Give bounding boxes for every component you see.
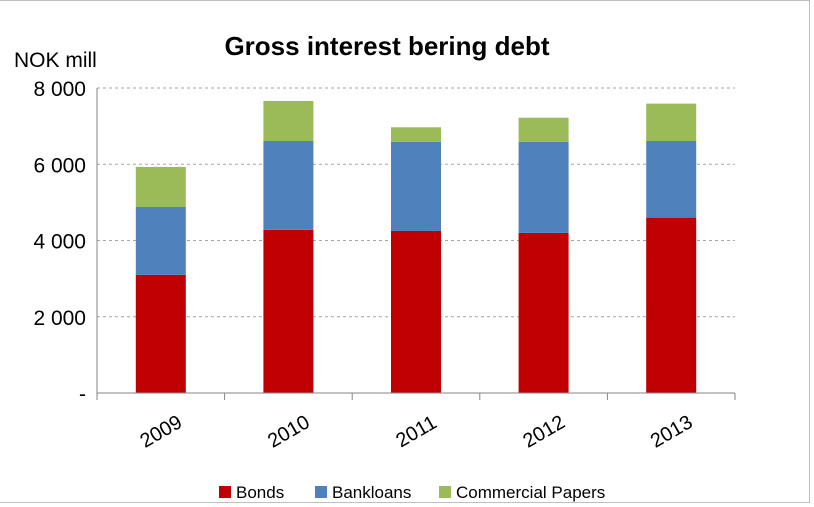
legend-swatch-bankloans bbox=[315, 486, 327, 498]
bar-segment-bankloans bbox=[646, 140, 697, 218]
y-tick-label: 2 000 bbox=[33, 307, 86, 330]
legend-swatch-commercial-papers bbox=[439, 486, 451, 498]
bar-segment-commercial-papers bbox=[646, 103, 697, 141]
bar-segment-bonds bbox=[263, 229, 314, 393]
x-tick-label: 2011 bbox=[392, 412, 440, 453]
bar-segment-bonds bbox=[518, 232, 569, 393]
x-tick-label: 2012 bbox=[519, 411, 569, 452]
legend-label-bonds: Bonds bbox=[236, 483, 284, 502]
bar-segment-bankloans bbox=[518, 141, 569, 233]
x-tick-labels: 2009 2010 2011 2012 2013 bbox=[137, 411, 697, 452]
bar-segment-commercial-papers bbox=[391, 127, 441, 142]
bar-segment-commercial-papers bbox=[135, 166, 186, 207]
x-tick-label: 2013 bbox=[647, 411, 697, 452]
chart-title: Gross interest bering debt bbox=[224, 31, 549, 61]
bar-segment-bankloans bbox=[391, 141, 441, 231]
x-tick-label: 2009 bbox=[137, 411, 187, 452]
bars bbox=[135, 100, 697, 393]
bar-segment-bonds bbox=[391, 230, 441, 393]
bar-segment-bonds bbox=[646, 217, 697, 393]
legend-label-commercial-papers: Commercial Papers bbox=[456, 483, 605, 502]
bar-segment-commercial-papers bbox=[263, 100, 314, 141]
legend-swatch-bonds bbox=[219, 486, 231, 498]
axes bbox=[96, 88, 736, 400]
bar-segment-bankloans bbox=[263, 140, 314, 230]
bar-segment-commercial-papers bbox=[518, 117, 569, 142]
y-tick-label: 6 000 bbox=[33, 154, 86, 177]
x-tick-label: 2010 bbox=[264, 411, 314, 452]
y-tick-label: 8 000 bbox=[33, 78, 86, 101]
y-tick-labels: - 2 000 4 000 6 000 8 000 bbox=[33, 78, 86, 406]
bar-segment-bonds bbox=[135, 274, 186, 393]
y-tick-label: - bbox=[79, 383, 86, 406]
y-axis-label: NOK mill bbox=[14, 49, 97, 72]
legend-label-bankloans: Bankloans bbox=[332, 483, 411, 502]
bar-segment-bankloans bbox=[135, 206, 186, 275]
legend: Bonds Bankloans Commercial Papers bbox=[219, 483, 605, 502]
y-tick-label: 4 000 bbox=[33, 231, 86, 254]
